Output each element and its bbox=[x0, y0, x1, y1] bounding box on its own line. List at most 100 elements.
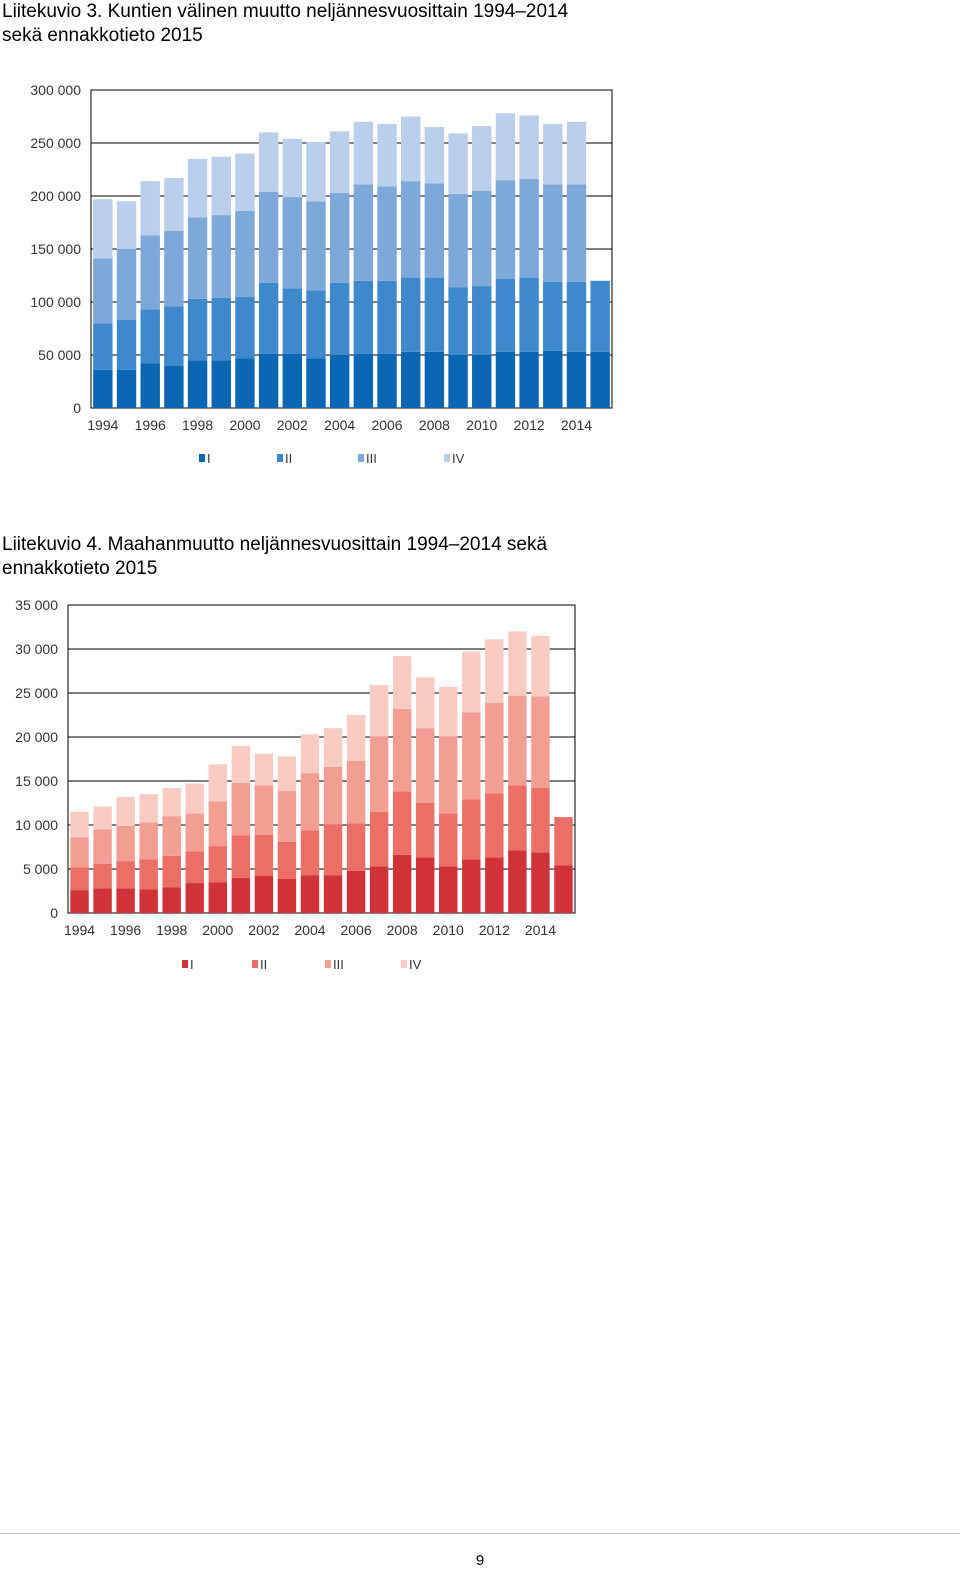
chart1-bar-2001-q4 bbox=[258, 132, 279, 192]
chart1-bar-2004-q3 bbox=[329, 192, 350, 283]
chart1-bar-2005-q1 bbox=[353, 353, 374, 408]
chart2-bar-2001-q2 bbox=[231, 835, 251, 878]
chart1-bar-1996-q3 bbox=[140, 235, 160, 310]
chart1-bar-1999-q2 bbox=[211, 297, 231, 361]
chart2-bar-2014-q1 bbox=[531, 852, 550, 913]
chart2-bar-2006-q1 bbox=[346, 870, 366, 913]
chart2-immigration: 0 5 000 10 000 15 000 20 000 25 000 30 000 35 0… bbox=[15, 597, 576, 972]
chart2-bar-2006-q2 bbox=[346, 823, 366, 871]
chart2-bar-2013-q3 bbox=[508, 695, 527, 786]
chart2-bar-2015-q1 bbox=[554, 865, 573, 913]
chart2-bar-2009-q1 bbox=[415, 857, 435, 913]
chart1-bar-1999-q4 bbox=[211, 156, 231, 216]
chart2-bar-2001-q1 bbox=[231, 877, 251, 913]
chart2-bar-1999-q1 bbox=[185, 883, 204, 913]
chart2-x-tick-label: 2006 bbox=[340, 922, 371, 938]
chart1-bar-2005-q3 bbox=[353, 184, 374, 281]
chart1-bar-2012-q2 bbox=[519, 277, 539, 352]
chart1-bar-2001-q2 bbox=[258, 282, 279, 354]
chart2-bar-2005-q4 bbox=[323, 728, 343, 767]
chart2-bar-1997-q4 bbox=[139, 794, 158, 823]
chart2-bar-2006-q4 bbox=[346, 715, 366, 761]
chart1-bar-2003-q3 bbox=[306, 201, 326, 291]
page-number: 9 bbox=[475, 1552, 485, 1569]
chart1-bar-2010-q3 bbox=[472, 190, 492, 287]
chart1-bar-2008-q1 bbox=[424, 351, 445, 408]
chart2-bar-2002-q4 bbox=[254, 753, 274, 786]
chart2-bar-1996-q1 bbox=[116, 888, 135, 913]
chart1-bar-2009-q4 bbox=[448, 133, 468, 194]
chart2-bar-1998-q1 bbox=[162, 887, 181, 913]
chart2-bar-1995-q1 bbox=[93, 888, 112, 913]
chart1-y-tick-label: 300 000 bbox=[30, 82, 81, 98]
chart2-plot-frame bbox=[67, 604, 576, 914]
chart1-x-tick-label: 2002 bbox=[277, 417, 308, 433]
chart2-bar-2006-q3 bbox=[346, 760, 366, 824]
chart1-bar-1994-q1 bbox=[93, 369, 113, 408]
chart1-legend-swatch-II bbox=[277, 454, 283, 462]
chart2-bar-2003-q4 bbox=[277, 756, 297, 791]
chart1-bar-2007-q4 bbox=[400, 116, 421, 182]
footer-divider bbox=[0, 1533, 960, 1534]
chart1-bar-2005-q4 bbox=[353, 121, 374, 185]
chart2-bar-2007-q3 bbox=[369, 736, 389, 812]
chart1-bar-2000-q2 bbox=[235, 296, 255, 359]
chart2-bar-2001-q4 bbox=[231, 745, 251, 783]
chart1-x-tick-label: 2012 bbox=[514, 417, 545, 433]
chart2-bar-2005-q2 bbox=[323, 824, 343, 876]
chart2-bar-2004-q3 bbox=[300, 773, 320, 831]
chart2-legend-swatch-I bbox=[182, 960, 188, 968]
chart1-y-tick-label: 50 000 bbox=[38, 347, 81, 363]
chart2-bar-1996-q3 bbox=[116, 825, 135, 862]
chart2-bar-2008-q4 bbox=[392, 656, 412, 709]
chart1-bar-2006-q3 bbox=[377, 186, 397, 281]
chart2-bar-1997-q3 bbox=[139, 822, 158, 860]
chart2-bar-2009-q4 bbox=[415, 677, 435, 729]
chart1-bar-2004-q4 bbox=[329, 131, 350, 193]
chart1-bar-1997-q4 bbox=[164, 177, 184, 231]
chart1-bar-2008-q2 bbox=[424, 277, 445, 352]
chart1-x-tick-label: 2010 bbox=[466, 417, 497, 433]
chart1-bar-2009-q2 bbox=[448, 287, 468, 355]
chart2-bar-1997-q1 bbox=[139, 889, 158, 913]
chart2-bar-2004-q2 bbox=[300, 830, 320, 876]
chart2-bar-2007-q4 bbox=[369, 685, 389, 737]
chart2-bar-2005-q3 bbox=[323, 766, 343, 825]
chart2-bar-1999-q4 bbox=[185, 783, 204, 814]
chart1-heading-line1: Liitekuvio 3. Kuntien välinen muutto nel… bbox=[2, 1, 569, 22]
chart2-bar-2010-q2 bbox=[439, 813, 458, 867]
chart2-bar-2014-q2 bbox=[531, 788, 550, 853]
chart1-bar-1994-q2 bbox=[93, 323, 113, 370]
chart2-bar-2004-q4 bbox=[300, 734, 320, 774]
chart2-legend-label-I: I bbox=[190, 957, 194, 972]
chart2-legend-swatch-II bbox=[252, 960, 258, 968]
chart2-x-tick-label: 1996 bbox=[110, 922, 141, 938]
chart2-x-tick-label: 2004 bbox=[294, 922, 325, 938]
chart2-y-tick-label: 5 000 bbox=[23, 861, 58, 877]
chart1-y-tick-label: 0 bbox=[73, 400, 81, 416]
chart1-bar-1998-q1 bbox=[187, 360, 208, 408]
chart1-y-tick-label: 200 000 bbox=[30, 188, 81, 204]
chart2-bar-2010-q1 bbox=[439, 866, 458, 913]
chart1-bar-2007-q2 bbox=[400, 277, 421, 352]
chart2-bar-2012-q4 bbox=[485, 639, 504, 703]
chart2-bar-2002-q2 bbox=[254, 834, 274, 877]
chart1-legend-swatch-IV bbox=[444, 454, 450, 462]
chart2-heading-line2: ennakkotieto 2015 bbox=[2, 558, 158, 579]
chart1-bar-2014-q3 bbox=[566, 184, 587, 282]
chart1-x-tick-label: 1996 bbox=[135, 417, 166, 433]
chart1-bar-2000-q1 bbox=[235, 358, 255, 408]
chart1-bar-1998-q2 bbox=[187, 298, 208, 361]
chart1-bar-1996-q2 bbox=[140, 309, 160, 364]
chart2-bar-2011-q4 bbox=[462, 651, 481, 713]
chart1-bar-2004-q2 bbox=[329, 282, 350, 355]
chart1-bar-2003-q1 bbox=[306, 358, 326, 408]
chart1-bar-2008-q4 bbox=[424, 127, 445, 184]
chart1-x-tick-label: 2000 bbox=[229, 417, 260, 433]
chart2-legend-swatch-III bbox=[325, 960, 331, 968]
chart2-x-tick-label: 1994 bbox=[64, 922, 95, 938]
chart1-migration-between-municipalities: 0 50 000 100 000 150 000 200 000 250 000 300 0… bbox=[30, 82, 613, 466]
chart1-bar-2002-q1 bbox=[282, 353, 303, 408]
chart1-legend-swatch-I bbox=[199, 454, 205, 462]
chart2-bar-1997-q2 bbox=[139, 859, 158, 890]
